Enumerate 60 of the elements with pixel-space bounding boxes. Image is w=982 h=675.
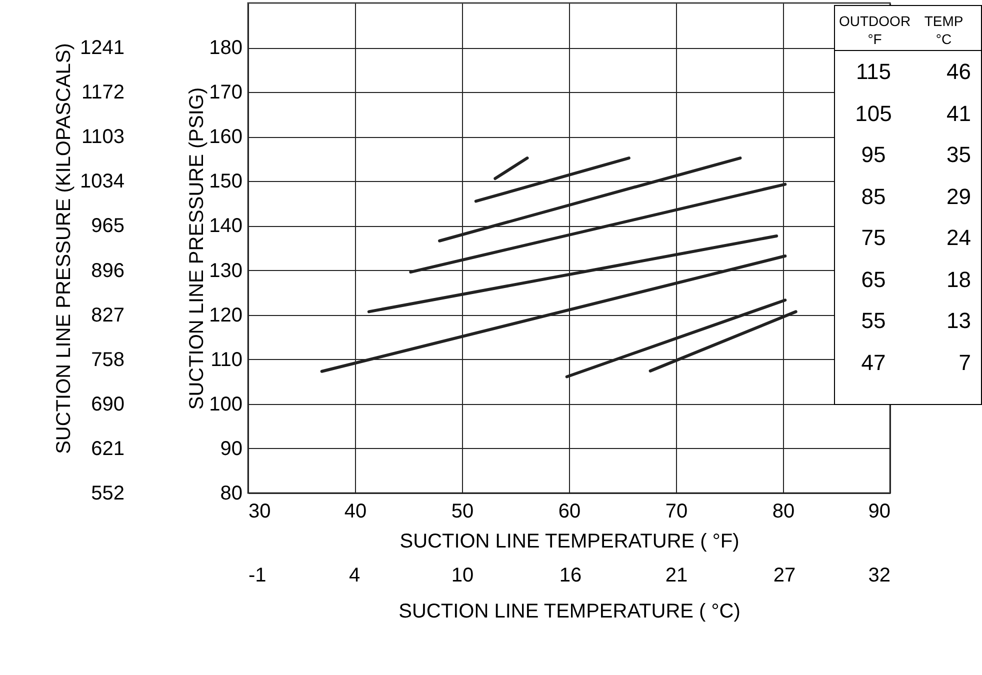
y-tick-label: 110 (210, 348, 242, 371)
y2-tick-label: 827 (91, 304, 124, 326)
text: TEMP (923, 12, 964, 30)
y-axis-title: SUCTION LINE PRESSURE (PSIG) (186, 87, 208, 410)
y2-axis-title: SUCTION LINE PRESSURE (KILOPASCALS) (53, 43, 76, 454)
x-tick-label: 40 (344, 500, 367, 522)
annotation: 95 (860, 141, 887, 169)
x2-tick-label: 4 (348, 564, 360, 586)
y-tick-label: 180 (209, 37, 242, 60)
y2-tick-label: 965 (91, 215, 124, 238)
y2-tick-label: 896 (91, 260, 124, 282)
text: 24 (946, 224, 971, 252)
x2-tick-label: 10 (451, 564, 474, 586)
y-tick-label: 170 (209, 82, 242, 104)
annotation: 75 (860, 224, 887, 252)
text: °C (934, 30, 953, 48)
annotation: 115 (854, 58, 892, 86)
text: 41 (946, 100, 971, 128)
annotation: OUTDOOR (839, 12, 911, 30)
y-tick-label: 90 (220, 438, 242, 460)
annotation: 47 (860, 348, 887, 376)
x-tick-label: 70 (665, 500, 688, 522)
text: 35 (946, 141, 971, 169)
x2-tick-label: 32 (868, 564, 890, 586)
y2-tick-label: 690 (91, 393, 124, 416)
x2-tick-label: 16 (559, 564, 582, 586)
y-tick-label: 80 (220, 482, 242, 504)
y2-tick-label: 552 (91, 482, 124, 504)
x2-axis-title: SUCTION LINE TEMPERATURE ( °C) (398, 600, 740, 622)
y-tick-label: 130 (209, 260, 242, 282)
x-tick-label: 80 (772, 500, 795, 522)
x-axis-title: SUCTION LINE TEMPERATURE ( °F) (400, 530, 740, 552)
y2-tick-label: 621 (91, 438, 124, 460)
x2-tick-label: 21 (665, 564, 688, 586)
y-tick-label: 120 (209, 304, 242, 326)
text: 13 (946, 307, 971, 335)
text: 18 (946, 266, 971, 294)
annotation: °F (866, 30, 883, 48)
text: 7 (958, 348, 971, 376)
x-tick-label: 30 (248, 500, 271, 522)
y-tick-label: 160 (209, 126, 242, 148)
y2-tick-label: 1241 (80, 37, 124, 60)
text: 46 (946, 58, 971, 86)
x-tick-label: 50 (451, 500, 474, 522)
y2-tick-label: 1103 (81, 126, 124, 148)
x2-tick-label: 27 (773, 564, 796, 586)
annotation: 105 (854, 100, 893, 128)
y2-tick-label: 1172 (81, 82, 124, 104)
y2-tick-label: 1034 (80, 170, 124, 193)
x2-tick-label: -1 (248, 564, 266, 586)
x-tick-label: 60 (558, 500, 581, 522)
y2-tick-label: 758 (91, 348, 124, 371)
annotation: 85 (860, 182, 887, 210)
y-tick-label: 140 (209, 215, 242, 238)
x-tick-label: 90 (868, 500, 890, 522)
text: 29 (946, 182, 971, 210)
y-tick-label: 150 (209, 170, 242, 193)
annotation: 65 (860, 266, 887, 294)
annotation: 55 (860, 307, 887, 335)
y-tick-label: 100 (209, 393, 242, 416)
